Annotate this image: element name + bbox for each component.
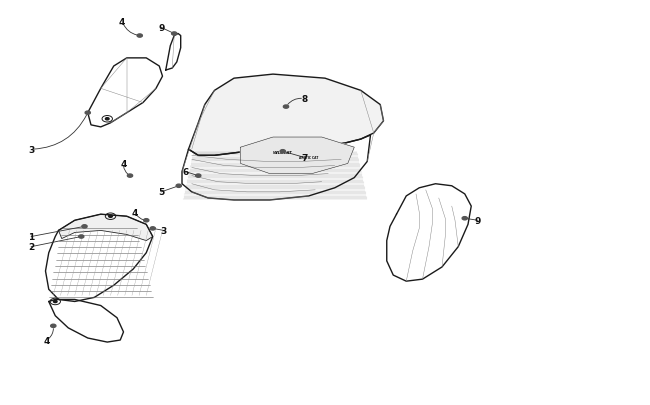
Text: 2: 2	[28, 243, 34, 252]
Circle shape	[85, 112, 90, 115]
Circle shape	[137, 35, 142, 38]
Polygon shape	[387, 184, 471, 281]
Text: 9: 9	[474, 216, 481, 225]
Polygon shape	[182, 136, 370, 200]
Text: 9: 9	[158, 24, 164, 33]
Polygon shape	[88, 59, 162, 128]
Circle shape	[283, 106, 289, 109]
Circle shape	[176, 185, 181, 188]
Text: 4: 4	[119, 18, 125, 27]
Text: WILDCAT: WILDCAT	[273, 151, 292, 155]
Circle shape	[82, 225, 87, 228]
Text: 3: 3	[161, 226, 167, 235]
Circle shape	[51, 324, 56, 328]
Circle shape	[144, 219, 149, 222]
Circle shape	[172, 33, 177, 36]
Text: 4: 4	[120, 160, 127, 168]
Text: 3: 3	[28, 145, 34, 154]
Circle shape	[109, 215, 112, 218]
Text: 5: 5	[158, 188, 164, 197]
Circle shape	[53, 301, 57, 303]
Text: 4: 4	[44, 336, 50, 345]
Circle shape	[127, 175, 133, 178]
Text: ARCTIC CAT: ARCTIC CAT	[299, 156, 318, 160]
Text: 8: 8	[301, 95, 307, 104]
Polygon shape	[46, 215, 153, 302]
Polygon shape	[240, 138, 354, 174]
Circle shape	[462, 217, 467, 220]
Text: 7: 7	[301, 153, 307, 162]
Polygon shape	[166, 34, 181, 71]
Text: 1: 1	[28, 232, 34, 241]
Circle shape	[150, 227, 155, 230]
Polygon shape	[58, 215, 153, 241]
Text: 6: 6	[182, 168, 188, 177]
Polygon shape	[188, 75, 384, 156]
Polygon shape	[49, 300, 124, 342]
Circle shape	[196, 175, 201, 178]
Circle shape	[79, 235, 84, 239]
Text: 4: 4	[132, 208, 138, 217]
Circle shape	[280, 150, 285, 153]
Circle shape	[105, 118, 109, 121]
